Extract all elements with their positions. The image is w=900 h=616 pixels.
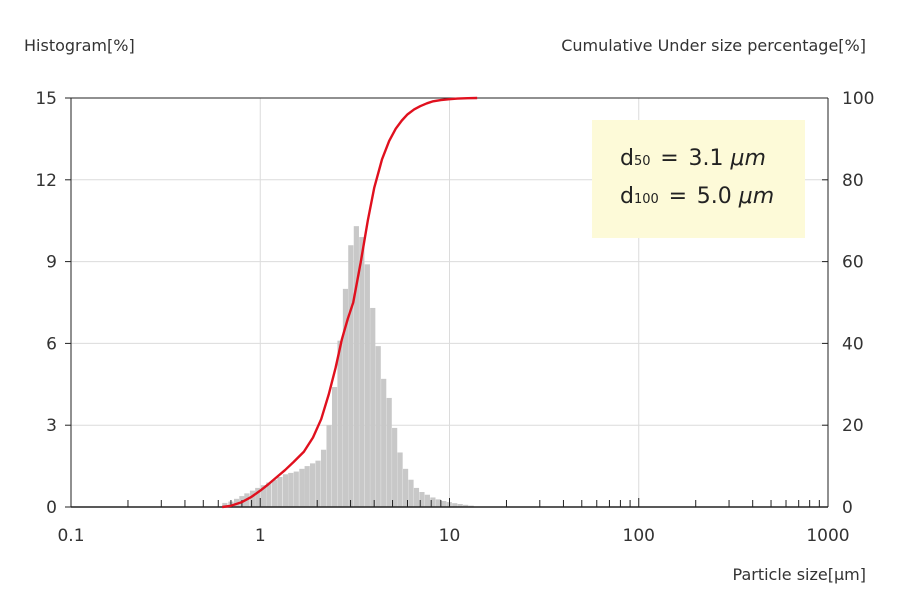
y-right-tick-label: 80 (842, 171, 864, 191)
histogram-bar (337, 340, 343, 507)
x-tick-label: 1 (255, 526, 266, 546)
y-right-tick-label: 20 (842, 416, 864, 436)
histogram-bar (271, 479, 278, 507)
x-tick-label: 0.1 (57, 526, 84, 546)
histogram-bar (413, 487, 420, 507)
histogram-bar (430, 497, 436, 507)
histogram-bar (381, 378, 387, 507)
y-left-tick-label: 15 (35, 89, 57, 109)
histogram-bar (370, 307, 376, 507)
cumulative-curve (222, 96, 478, 509)
d100-symbol: d (620, 184, 634, 209)
histogram-bar (424, 494, 430, 507)
histogram-bar (277, 477, 283, 507)
histogram-bar (397, 452, 403, 507)
histogram-bar (392, 427, 398, 507)
histogram-bar (364, 264, 370, 507)
y-left-tick-label: 9 (46, 253, 57, 273)
d50-subscript: 50 (633, 154, 651, 169)
y-right-tick-label: 0 (842, 498, 853, 518)
histogram-bar (320, 449, 327, 507)
histogram-bar (255, 487, 261, 507)
cumulative-curve-layer (222, 96, 478, 509)
histogram-bar (457, 504, 463, 507)
y-left-tick-label: 6 (46, 334, 57, 354)
histogram-bar (288, 472, 294, 507)
histogram-bar (293, 471, 299, 507)
y-right-tick-label: 60 (842, 253, 864, 273)
d50-equals: = (660, 146, 679, 171)
d100-equals: = (668, 184, 688, 209)
histogram-bar (260, 485, 267, 507)
d50-symbol: d (620, 146, 634, 171)
annotation-box: d50 = 3.1 μm d100 = 5.0 μm (592, 120, 805, 238)
histogram-bar (222, 502, 228, 507)
histogram-bar (304, 466, 310, 507)
histogram-bar (266, 482, 272, 507)
histogram-bar (331, 387, 338, 507)
histogram-bar (342, 288, 349, 507)
axes (65, 97, 829, 508)
y-left-tick-label: 3 (46, 416, 57, 436)
y-left-tick-label: 12 (35, 171, 57, 191)
y-right-tick-label: 100 (842, 89, 874, 109)
d100-subscript: 100 (633, 192, 659, 207)
x-tick-label: 10 (439, 526, 461, 546)
d50-value: 3.1 (688, 146, 724, 171)
x-tick-label: 100 (623, 526, 655, 546)
histogram-bar (435, 499, 441, 507)
histogram-bar (408, 479, 414, 507)
x-tick-label: 1000 (806, 526, 849, 546)
x-axis-title: Particle size[μm] (733, 565, 866, 584)
histogram-bar (359, 237, 365, 507)
tick-labels: 0.1 1 10 100 1000 0 3 6 9 12 15 0 20 40 60 80 100 (35, 89, 874, 546)
histogram-bar (452, 503, 458, 507)
histogram-bar (463, 504, 469, 507)
d50-unit: μm (730, 146, 766, 171)
histogram-bar (441, 501, 447, 507)
d50-annotation: d50 = 3.1 μm (620, 146, 766, 171)
histogram-bar (402, 468, 409, 507)
histogram-bar (299, 468, 305, 507)
histogram-bar (353, 226, 359, 508)
histogram-bar (249, 490, 256, 507)
histogram-bar (419, 492, 425, 507)
histogram-bar (309, 463, 316, 507)
y-right-axis-title: Cumulative Under size percentage[%] (561, 36, 866, 55)
y-left-tick-label: 0 (46, 498, 57, 518)
d100-unit: μm (738, 184, 775, 209)
histogram-bar (326, 425, 332, 507)
y-right-tick-label: 40 (842, 334, 864, 354)
histogram-bar (282, 474, 289, 507)
y-left-axis-title: Histogram[%] (24, 36, 135, 55)
histogram-bar (348, 245, 354, 508)
histogram-bar (386, 397, 392, 507)
histogram-bar (315, 460, 321, 507)
histogram-bar (375, 346, 381, 507)
d100-annotation: d100 = 5.0 μm (620, 184, 774, 209)
d100-value: 5.0 (696, 184, 732, 209)
